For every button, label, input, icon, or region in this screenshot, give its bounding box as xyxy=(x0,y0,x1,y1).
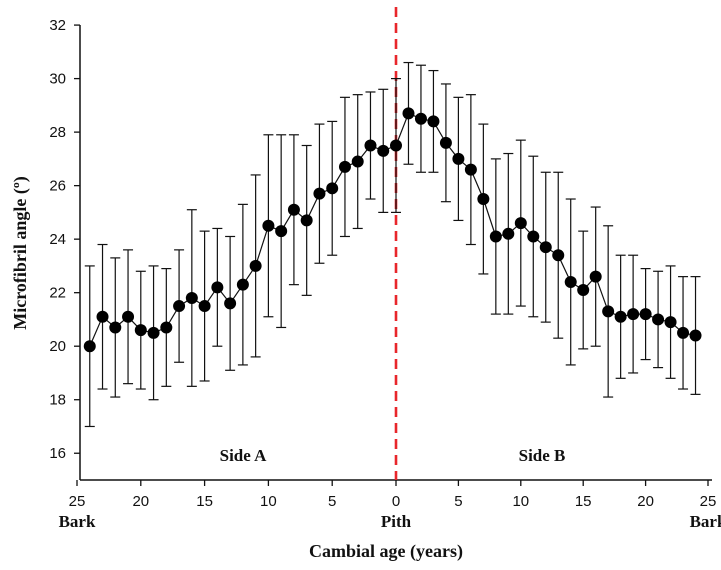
y-tick-label: 22 xyxy=(49,285,66,302)
data-point xyxy=(83,340,96,353)
x-tick-label: 15 xyxy=(575,493,592,510)
data-point xyxy=(160,321,173,334)
data-point xyxy=(313,187,326,200)
x-tick-label: 10 xyxy=(260,493,277,510)
data-point xyxy=(147,326,160,339)
data-point xyxy=(489,230,502,243)
y-tick-label: 26 xyxy=(49,178,66,195)
x-tick-label: 20 xyxy=(132,493,149,510)
x-tick-label: 5 xyxy=(454,493,462,510)
data-point xyxy=(627,308,640,321)
side-b-label: Side B xyxy=(519,446,566,465)
y-tick-label: 32 xyxy=(49,17,66,34)
data-point xyxy=(577,284,590,297)
y-tick-label: 16 xyxy=(49,445,66,462)
data-point xyxy=(185,292,198,305)
data-point xyxy=(527,230,540,243)
data-point xyxy=(602,305,615,318)
data-point xyxy=(464,163,477,176)
data-point xyxy=(224,297,237,310)
y-tick-label: 24 xyxy=(49,231,66,248)
x-tick-label: 25 xyxy=(700,493,717,510)
data-points xyxy=(83,107,702,353)
data-point xyxy=(338,160,351,173)
data-point xyxy=(477,193,490,206)
side-a-label: Side A xyxy=(220,446,267,465)
data-point xyxy=(552,249,565,262)
data-point xyxy=(502,227,515,240)
x-axis-ticks: 25 Bark 20 15 10 5 0 Pith 5 10 15 20 25 Bark xyxy=(59,480,721,531)
data-point xyxy=(452,152,465,165)
data-point xyxy=(514,217,527,230)
y-axis-title: Microfibril angle (º) xyxy=(10,176,31,330)
data-point xyxy=(439,136,452,149)
data-point xyxy=(589,270,602,283)
data-point xyxy=(564,275,577,288)
x-tick-label: 0 xyxy=(392,493,400,510)
series-line-side-b xyxy=(408,112,696,337)
data-point xyxy=(689,329,702,342)
x-tick-label: 20 xyxy=(637,493,654,510)
x-tick-label: 10 xyxy=(512,493,529,510)
data-point xyxy=(639,308,652,321)
data-point xyxy=(351,155,364,168)
data-point xyxy=(414,112,427,125)
x-tick-sublabel: Bark xyxy=(59,512,96,531)
y-tick-label: 18 xyxy=(49,392,66,409)
y-axis-ticks: 16 18 20 22 24 26 28 30 32 xyxy=(49,17,80,462)
x-tick-sublabel: Bark xyxy=(690,512,721,531)
y-tick-label: 30 xyxy=(49,71,66,88)
data-point xyxy=(198,300,211,313)
data-point xyxy=(326,182,339,195)
data-point xyxy=(614,310,627,323)
data-point xyxy=(677,326,690,339)
data-point xyxy=(402,107,415,120)
x-tick-label: 5 xyxy=(328,493,336,510)
y-tick-label: 28 xyxy=(49,124,66,141)
x-tick-sublabel: Pith xyxy=(381,512,412,531)
data-point xyxy=(122,310,135,323)
data-point xyxy=(275,225,288,238)
y-tick-label: 20 xyxy=(49,338,66,355)
x-tick-label: 15 xyxy=(196,493,213,510)
data-point xyxy=(109,321,122,334)
x-axis-title: Cambial age (years) xyxy=(309,541,463,562)
error-bars xyxy=(84,61,701,428)
data-point xyxy=(96,310,109,323)
data-point xyxy=(300,214,313,227)
data-point xyxy=(236,278,249,291)
data-point xyxy=(664,316,677,329)
data-point xyxy=(364,139,377,152)
data-point xyxy=(173,300,186,313)
data-point xyxy=(427,115,440,128)
data-point xyxy=(652,313,665,326)
data-point xyxy=(262,219,275,232)
data-point xyxy=(539,241,552,254)
data-point xyxy=(377,144,390,157)
data-point xyxy=(249,259,262,272)
x-tick-label: 25 xyxy=(69,493,86,510)
data-point xyxy=(390,139,402,152)
data-point xyxy=(134,324,147,337)
data-point xyxy=(287,203,300,216)
data-point xyxy=(211,281,224,294)
